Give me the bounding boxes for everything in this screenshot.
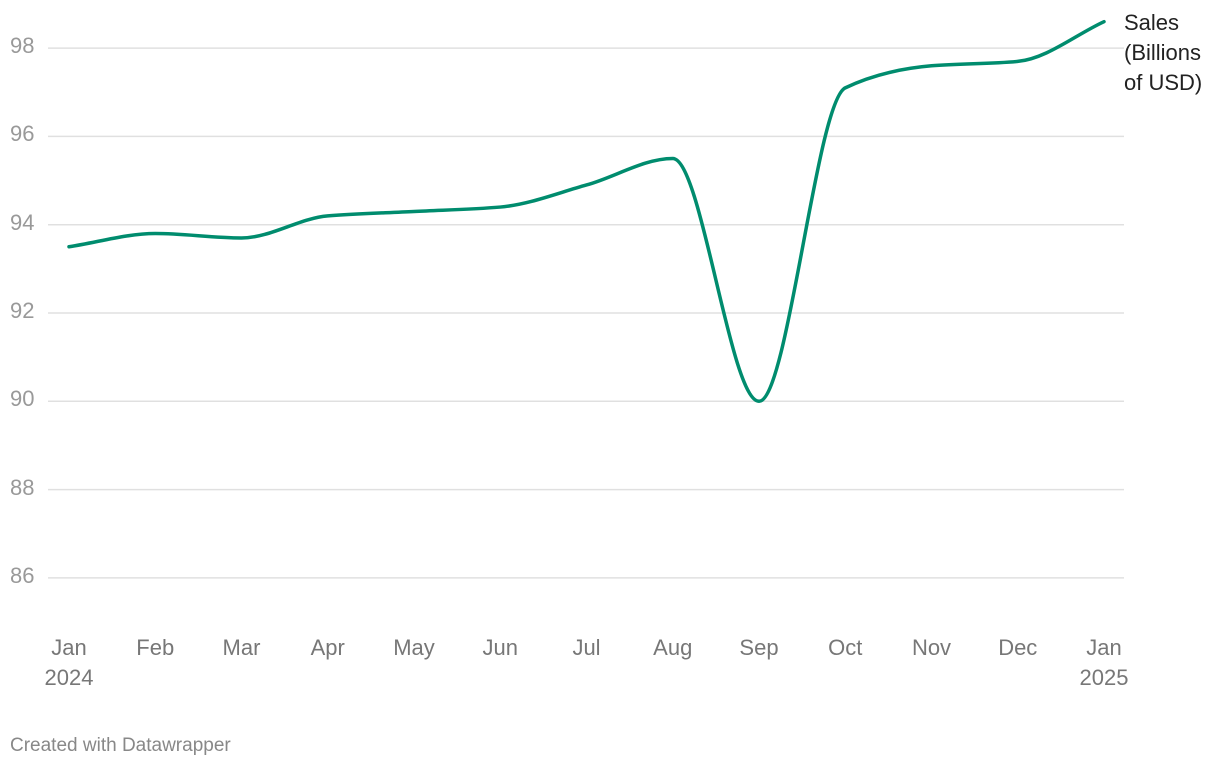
x-tick-label: Apr [310, 635, 345, 660]
y-tick-label: 98 [10, 33, 35, 59]
x-tick-label: Jul [572, 635, 601, 660]
y-tick-label: 94 [10, 209, 35, 235]
x-tick-label: Jan 2024 [44, 635, 94, 690]
x-tick-label: Jun [482, 635, 518, 660]
y-tick-label: 90 [10, 386, 35, 412]
y-tick-label: 96 [10, 121, 35, 147]
x-tick-label: Jan 2025 [1079, 635, 1129, 690]
x-tick-label: Sep [739, 635, 779, 660]
y-tick-label: 86 [10, 562, 35, 588]
y-tick-label: 92 [10, 298, 35, 323]
series-label: Sales (Billions of USD) [1124, 9, 1203, 95]
line [67, 19, 1106, 404]
x-tick-label: Oct [828, 635, 863, 660]
x-tick-label: May [393, 635, 435, 660]
x-tick-label: Mar [222, 635, 261, 660]
x-tick-label: Dec [998, 635, 1038, 660]
x-tick-label: Aug [653, 635, 693, 660]
y-tick-label: 88 [10, 474, 35, 500]
credit: Created with Datawrapper [10, 735, 231, 756]
x-tick-label: Feb [136, 635, 175, 660]
x-tick-label: Nov [911, 635, 952, 660]
